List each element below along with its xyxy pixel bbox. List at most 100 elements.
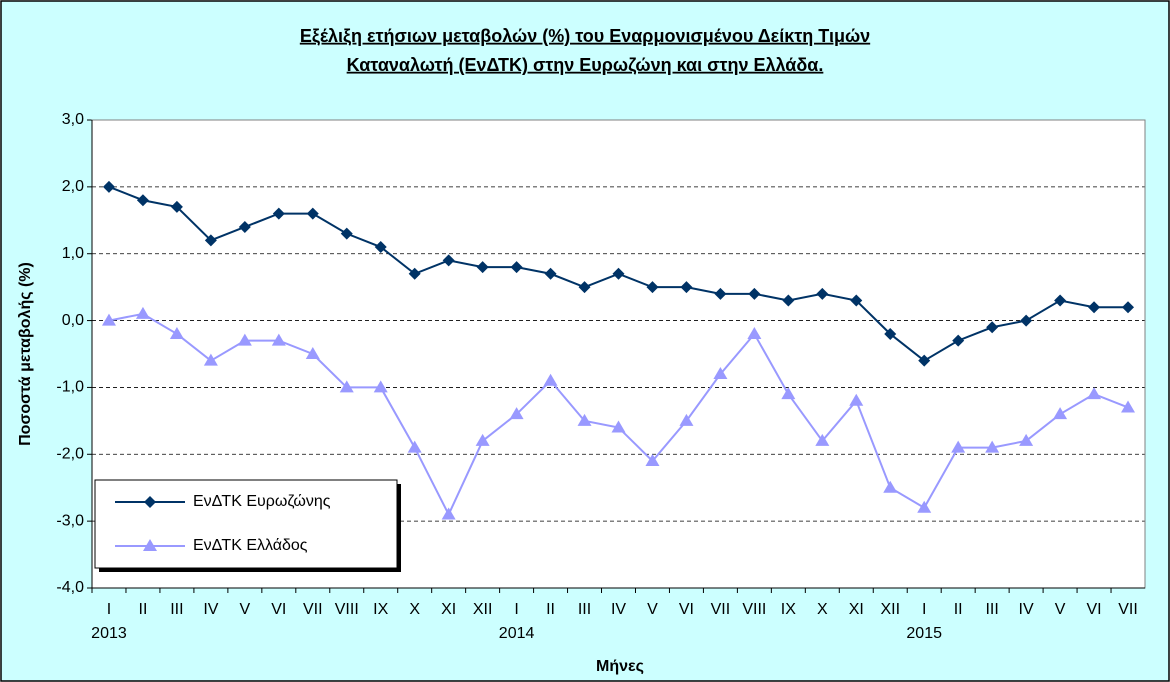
marker bbox=[441, 507, 456, 520]
legend-label: ΕνΔΤΚ Ελλάδος bbox=[193, 537, 308, 554]
marker bbox=[271, 333, 286, 346]
marker bbox=[476, 261, 489, 274]
marker bbox=[544, 267, 557, 280]
y-tick-label: 0,0 bbox=[62, 312, 84, 329]
legend-label: ΕνΔΤΚ Ευρωζώνης bbox=[193, 493, 331, 510]
marker bbox=[884, 327, 897, 340]
marker bbox=[408, 267, 421, 280]
x-tick-label: II bbox=[139, 601, 148, 618]
chart-title: Εξέλιξη ετήσιων μεταβολών (%) του Εναρμο… bbox=[300, 26, 870, 47]
y-axis-title: Ποσοστά μεταβολής (%) bbox=[17, 262, 34, 446]
marker bbox=[781, 387, 796, 400]
x-tick-label: II bbox=[546, 601, 555, 618]
marker bbox=[1087, 387, 1102, 400]
y-tick-label: -1,0 bbox=[56, 379, 84, 396]
marker bbox=[203, 353, 218, 366]
marker bbox=[679, 413, 694, 426]
marker bbox=[1121, 400, 1136, 413]
y-tick-label: -3,0 bbox=[56, 512, 84, 529]
x-tick-label: XI bbox=[849, 601, 864, 618]
marker bbox=[850, 294, 863, 307]
marker bbox=[918, 354, 931, 367]
marker bbox=[849, 393, 864, 406]
x-tick-label: II bbox=[954, 601, 963, 618]
x-tick-label: IX bbox=[373, 601, 388, 618]
x-tick-label: XI bbox=[441, 601, 456, 618]
x-tick-label: X bbox=[409, 601, 420, 618]
x-tick-label: IV bbox=[611, 601, 626, 618]
y-tick-label: 1,0 bbox=[62, 245, 84, 262]
marker bbox=[917, 500, 932, 513]
marker bbox=[1053, 407, 1068, 420]
marker bbox=[272, 207, 285, 220]
x-tick-label: I bbox=[922, 601, 926, 618]
marker bbox=[306, 207, 319, 220]
x-tick-label: VII bbox=[1118, 601, 1138, 618]
marker bbox=[135, 306, 150, 319]
x-tick-label: VII bbox=[303, 601, 323, 618]
x-tick-label: III bbox=[985, 601, 998, 618]
marker bbox=[237, 333, 252, 346]
x-tick-label: III bbox=[578, 601, 591, 618]
marker bbox=[510, 261, 523, 274]
marker bbox=[1088, 301, 1101, 314]
x-tick-label: VI bbox=[1086, 601, 1101, 618]
marker bbox=[713, 367, 728, 380]
x-tick-label: VII bbox=[711, 601, 731, 618]
marker bbox=[985, 440, 1000, 453]
x-tick-label: V bbox=[1055, 601, 1066, 618]
marker bbox=[169, 326, 184, 339]
chart-title: Καταναλωτή (ΕνΔΤΚ) στην Ευρωζώνη και στη… bbox=[347, 55, 824, 76]
marker bbox=[305, 347, 320, 359]
marker bbox=[204, 234, 217, 247]
x-tick-label: III bbox=[170, 601, 183, 618]
marker bbox=[747, 326, 762, 339]
y-tick-label: 2,0 bbox=[62, 178, 84, 195]
x-tick-label: IV bbox=[1019, 601, 1034, 618]
marker bbox=[136, 194, 149, 207]
y-tick-label: 3,0 bbox=[62, 111, 84, 128]
marker bbox=[339, 380, 354, 393]
marker bbox=[612, 267, 625, 280]
x-tick-label: VIII bbox=[335, 601, 359, 618]
x-tick-label: VI bbox=[271, 601, 286, 618]
x-tick-label: XII bbox=[880, 601, 900, 618]
x-tick-label: I bbox=[514, 601, 518, 618]
marker bbox=[611, 420, 626, 433]
x-group-label: 2015 bbox=[906, 625, 942, 642]
marker bbox=[101, 313, 116, 326]
legend bbox=[94, 479, 398, 569]
marker bbox=[952, 334, 965, 347]
marker bbox=[578, 281, 591, 294]
marker bbox=[1019, 433, 1034, 446]
marker bbox=[951, 440, 966, 453]
x-tick-label: VIII bbox=[742, 601, 766, 618]
marker bbox=[645, 453, 660, 466]
x-axis-title: Μήνες bbox=[596, 658, 644, 675]
x-tick-label: IX bbox=[781, 601, 796, 618]
marker bbox=[883, 480, 898, 493]
marker bbox=[1054, 294, 1067, 307]
x-tick-label: XII bbox=[473, 601, 493, 618]
marker bbox=[442, 254, 455, 267]
x-tick-label: I bbox=[107, 601, 111, 618]
marker bbox=[374, 241, 387, 254]
marker bbox=[680, 281, 693, 294]
marker bbox=[1122, 301, 1135, 314]
y-tick-label: -2,0 bbox=[56, 446, 84, 463]
x-tick-label: VI bbox=[679, 601, 694, 618]
marker bbox=[782, 294, 795, 307]
marker bbox=[373, 380, 388, 393]
marker bbox=[986, 321, 999, 334]
x-tick-label: V bbox=[647, 601, 658, 618]
x-group-label: 2013 bbox=[91, 625, 127, 642]
x-tick-label: X bbox=[817, 601, 828, 618]
marker bbox=[407, 440, 422, 453]
marker bbox=[646, 281, 659, 294]
legend-marker bbox=[143, 539, 157, 551]
marker bbox=[543, 373, 558, 386]
legend-marker bbox=[144, 496, 156, 508]
x-tick-label: IV bbox=[203, 601, 218, 618]
marker bbox=[815, 433, 830, 446]
